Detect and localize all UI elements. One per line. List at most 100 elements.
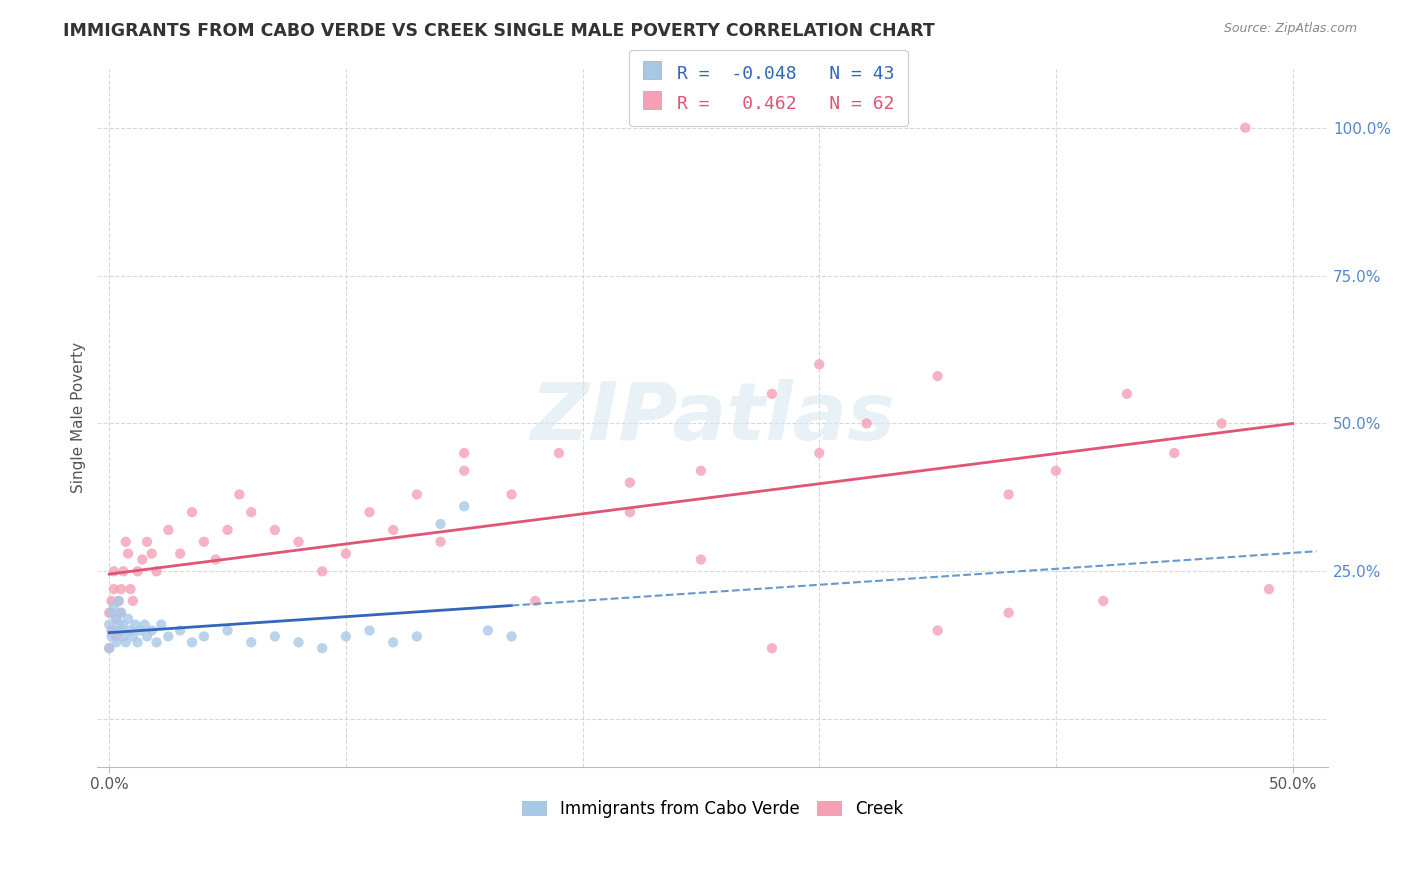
Point	[105, 612, 128, 626]
Point	[359, 624, 381, 638]
Point	[121, 594, 143, 608]
Point	[501, 629, 523, 643]
Point	[98, 617, 121, 632]
Point	[429, 534, 451, 549]
Point	[136, 534, 159, 549]
Point	[112, 617, 135, 632]
Point	[129, 624, 152, 638]
Point	[997, 606, 1019, 620]
Point	[217, 523, 239, 537]
Point	[548, 446, 571, 460]
Point	[103, 599, 125, 614]
Point	[477, 624, 499, 638]
Point	[263, 523, 285, 537]
Point	[927, 624, 949, 638]
Point	[127, 565, 149, 579]
Point	[1163, 446, 1185, 460]
Point	[193, 629, 215, 643]
Point	[105, 612, 128, 626]
Point	[98, 641, 121, 656]
Point	[100, 624, 122, 638]
Point	[150, 617, 173, 632]
Point	[1211, 417, 1233, 431]
Point	[114, 534, 136, 549]
Point	[406, 487, 429, 501]
Point	[145, 565, 167, 579]
Point	[105, 629, 128, 643]
Point	[524, 594, 547, 608]
Point	[112, 565, 135, 579]
Point	[127, 635, 149, 649]
Point	[1045, 464, 1067, 478]
Point	[157, 629, 180, 643]
Point	[100, 629, 122, 643]
Point	[359, 505, 381, 519]
Point	[141, 547, 163, 561]
Point	[193, 534, 215, 549]
Point	[181, 635, 204, 649]
Point	[263, 629, 285, 643]
Point	[105, 635, 128, 649]
Text: ZIPatlas: ZIPatlas	[530, 378, 896, 457]
Point	[107, 594, 129, 608]
Point	[228, 487, 250, 501]
Point	[169, 624, 191, 638]
Point	[1234, 120, 1257, 135]
Point	[240, 635, 263, 649]
Point	[181, 505, 204, 519]
Point	[311, 641, 333, 656]
Point	[808, 357, 831, 371]
Point	[453, 446, 475, 460]
Point	[121, 629, 143, 643]
Point	[217, 624, 239, 638]
Point	[619, 505, 641, 519]
Point	[1092, 594, 1115, 608]
Point	[761, 641, 783, 656]
Point	[145, 635, 167, 649]
Point	[136, 629, 159, 643]
Point	[997, 487, 1019, 501]
Point	[382, 523, 405, 537]
Point	[311, 565, 333, 579]
Point	[103, 565, 125, 579]
Point	[690, 552, 713, 566]
Point	[501, 487, 523, 501]
Point	[382, 635, 405, 649]
Point	[157, 523, 180, 537]
Text: Source: ZipAtlas.com: Source: ZipAtlas.com	[1223, 22, 1357, 36]
Point	[690, 464, 713, 478]
Point	[100, 606, 122, 620]
Point	[619, 475, 641, 490]
Point	[124, 617, 146, 632]
Point	[107, 617, 129, 632]
Point	[453, 464, 475, 478]
Point	[169, 547, 191, 561]
Point	[855, 417, 877, 431]
Point	[429, 516, 451, 531]
Text: IMMIGRANTS FROM CABO VERDE VS CREEK SINGLE MALE POVERTY CORRELATION CHART: IMMIGRANTS FROM CABO VERDE VS CREEK SING…	[63, 22, 935, 40]
Point	[112, 629, 135, 643]
Point	[1258, 582, 1281, 596]
Point	[240, 505, 263, 519]
Point	[131, 552, 153, 566]
Point	[287, 635, 309, 649]
Point	[120, 624, 142, 638]
Point	[453, 500, 475, 514]
Point	[287, 534, 309, 549]
Point	[103, 582, 125, 596]
Point	[335, 629, 357, 643]
Point	[103, 624, 125, 638]
Point	[1116, 387, 1139, 401]
Point	[98, 606, 121, 620]
Point	[98, 641, 121, 656]
Legend: Immigrants from Cabo Verde, Creek: Immigrants from Cabo Verde, Creek	[516, 793, 910, 824]
Y-axis label: Single Male Poverty: Single Male Poverty	[72, 342, 86, 493]
Point	[141, 624, 163, 638]
Point	[406, 629, 429, 643]
Point	[100, 594, 122, 608]
Point	[110, 606, 132, 620]
Point	[117, 612, 139, 626]
Point	[120, 582, 142, 596]
Point	[134, 617, 156, 632]
Point	[761, 387, 783, 401]
